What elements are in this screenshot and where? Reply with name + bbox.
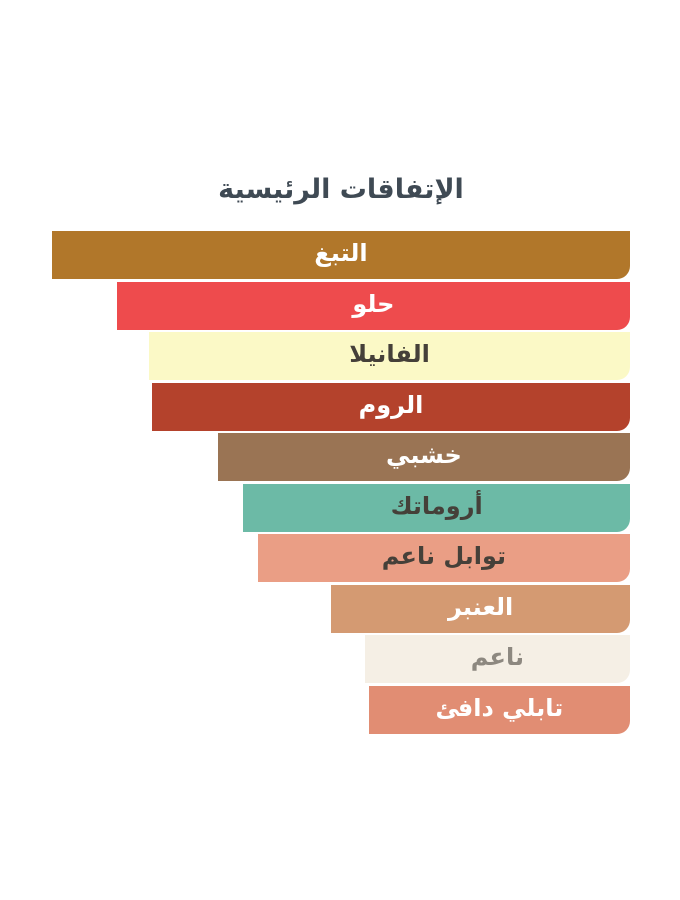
accord-label: أروماتك — [390, 491, 483, 520]
accord-label: ناعم — [470, 643, 524, 672]
accord-label: توابل ناعم — [381, 542, 507, 571]
accord-label: تابلي دافئ — [435, 693, 564, 722]
accord-bar-6: أروماتك — [243, 483, 630, 532]
accord-bar-3: الفانيلا — [149, 332, 630, 381]
main-accords-chart: الإتفاقات الرئيسية التبغ حلو الفانيلا الروم… — [52, 172, 630, 736]
accord-bar-1: التبغ — [52, 231, 630, 280]
accord-label: الفانيلا — [349, 340, 430, 369]
accord-label: العنبر — [447, 592, 514, 621]
accord-label: خشبي — [386, 441, 462, 470]
accord-bar-2: حلو — [116, 281, 630, 330]
accord-bar-5: خشبي — [217, 433, 630, 482]
accord-bar-7: توابل ناعم — [257, 534, 630, 583]
accord-bar-9: ناعم — [364, 635, 630, 684]
accord-bar-10: تابلي دافئ — [368, 685, 630, 734]
accord-bars: التبغ حلو الفانيلا الروم خشبي أروماتك توابل نا… — [52, 231, 630, 734]
accord-bar-4: الروم — [152, 382, 630, 431]
accord-label: حلو — [352, 289, 395, 318]
chart-title: الإتفاقات الرئيسية — [218, 174, 464, 205]
accord-bar-8: العنبر — [331, 584, 630, 633]
accord-label: التبغ — [314, 239, 368, 268]
accord-label: الروم — [358, 390, 424, 419]
